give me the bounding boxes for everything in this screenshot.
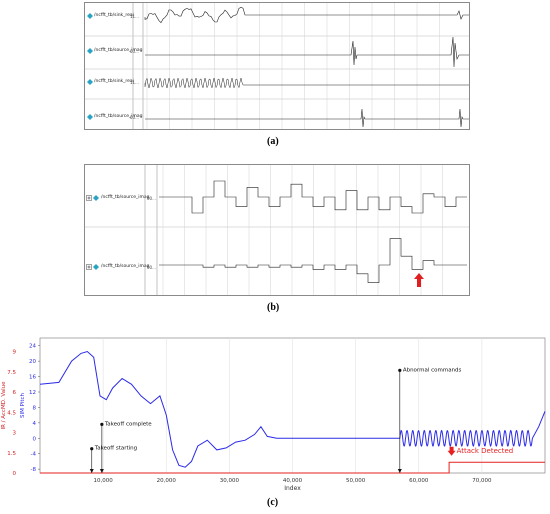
signal-value: 00...: [147, 196, 156, 201]
waveform-display-a[interactable]: [85, 3, 469, 129]
step-trace: [159, 180, 467, 214]
x-tick-label: 50,000: [346, 478, 366, 484]
annotation-label: Abnormal commands: [403, 367, 462, 373]
signal-value: 11...: [130, 80, 139, 85]
pitch-chart: 10,000 20,000 30,000 40,000 50,000 60,000 70,0…: [1, 337, 546, 492]
right-tick-label: 4: [33, 421, 37, 427]
annotation-label: Takeoff complete: [104, 421, 152, 427]
waveform-trace: [145, 108, 469, 128]
waveform-trace: [145, 36, 469, 68]
signal-expand-icon[interactable]: [86, 195, 92, 201]
signal-diamond-icon: [87, 13, 93, 19]
waveform-panel-b: /ncfft_tb/source_imag 00... /ncfft_tb/so…: [84, 164, 470, 296]
annotation-marker: [398, 368, 402, 372]
annotation-marker: [100, 422, 104, 426]
annotation-label: Attack Detected: [457, 447, 514, 455]
pitch-series-line: [39, 350, 546, 468]
left-tick-label: 4.5: [7, 410, 16, 416]
waveform-panel-a: /ncfft_tb/sink_real 11... /ncfft_tb/sour…: [84, 2, 470, 130]
signal-diamond-icon: [87, 79, 93, 85]
signal-name[interactable]: /ncfft_tb/source_imag: [94, 48, 143, 53]
step-trace: [159, 238, 467, 283]
x-tick-label: 30,000: [220, 478, 240, 484]
signal-name[interactable]: /ncfft_tb/source_imag: [101, 264, 150, 269]
x-tick-label: 40,000: [283, 478, 303, 484]
right-tick-label: 12: [29, 390, 36, 396]
x-tick-label: 60,000: [409, 478, 429, 484]
annotation-arrow-icon: [89, 469, 94, 473]
right-tick-label: 20: [29, 359, 36, 365]
waveform-trace: [144, 77, 469, 89]
x-tick-label: 20,000: [157, 478, 177, 484]
caption-c: (c): [267, 497, 279, 508]
signal-diamond-icon: [93, 264, 99, 270]
annotation-arrow-icon: [397, 469, 402, 473]
waveform-display-b[interactable]: [85, 165, 469, 295]
signal-value: 00...: [147, 265, 156, 270]
left-tick-label: 6: [13, 390, 17, 396]
attack-arrow-icon: [447, 446, 456, 456]
x-axis-title: Index: [284, 485, 301, 492]
signal-name[interactable]: /ncfft_tb/source_imag: [101, 195, 150, 200]
x-tick-label: 10,000: [94, 478, 114, 484]
annotation-label: Takeoff starting: [94, 446, 137, 452]
annotation-arrow-icon: [99, 469, 104, 473]
signal-diamond-icon: [87, 114, 93, 120]
right-tick-label: 8: [33, 405, 37, 411]
detection-series-line: [40, 461, 545, 474]
left-tick-label: 9: [13, 350, 17, 356]
caption-b: (b): [267, 302, 280, 313]
left-tick-label: 1.5: [7, 451, 16, 457]
left-tick-label: 0: [13, 471, 17, 477]
signal-diamond-icon: [93, 195, 99, 201]
signal-value: 00...: [130, 115, 139, 120]
right-tick-label: -4: [31, 452, 37, 458]
left-tick-label: 7.5: [7, 370, 16, 376]
signal-name[interactable]: /ncfft_tb/sink_real: [94, 79, 134, 84]
right-tick-label: 0: [33, 436, 37, 442]
signal-diamond-icon: [87, 48, 93, 54]
annotation-marker: [90, 447, 94, 451]
signal-expand-icon[interactable]: [86, 264, 92, 270]
signal-name[interactable]: /ncfft_tb/sink_real: [94, 13, 134, 18]
left-tick-label: 3: [13, 431, 17, 437]
right-axis-title: SIM Pitch: [20, 392, 26, 418]
red-arrow-icon: [414, 273, 424, 287]
x-tick-label: 70,000: [472, 478, 492, 484]
caption-a: (a): [267, 136, 279, 147]
signal-value: 00...: [130, 49, 139, 54]
right-tick-label: 16: [29, 375, 36, 381]
signal-name[interactable]: /ncfft_tb/source_imag: [94, 114, 143, 119]
right-tick-label: 24: [29, 344, 36, 350]
right-tick-label: -8: [31, 467, 37, 473]
waveform-trace: [144, 6, 469, 24]
left-axis-title: IR / AccMD. Value: [1, 381, 7, 430]
signal-value: 11...: [130, 14, 139, 19]
